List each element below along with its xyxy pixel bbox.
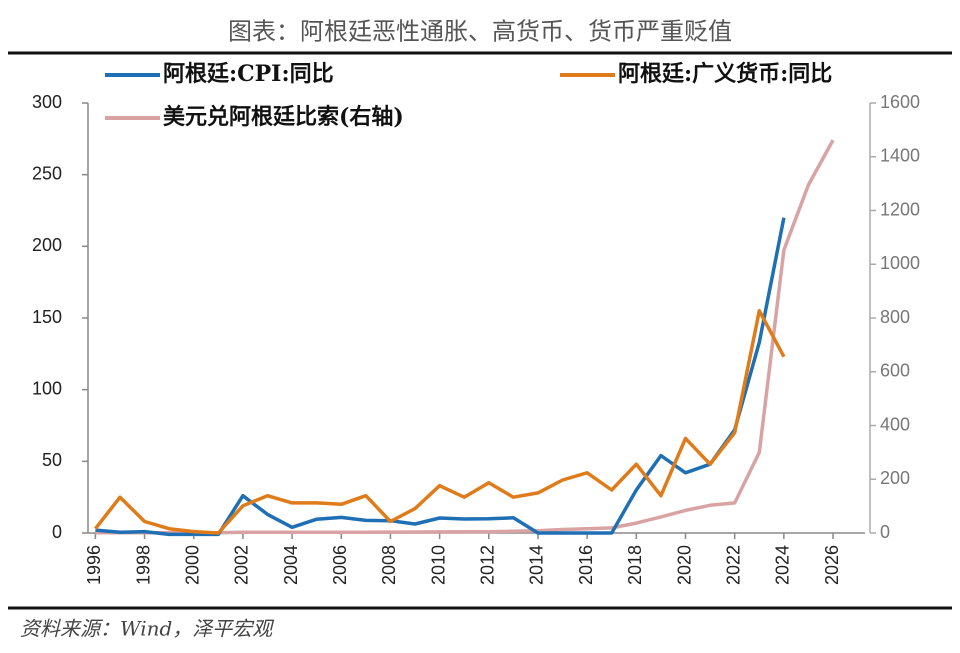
x-tick-label: 2022 [723,545,743,585]
y2-tick-label: 1600 [880,92,920,112]
y2-tick-label: 800 [880,307,910,327]
x-tick-label: 2000 [182,545,202,585]
y2-tick-label: 1200 [880,199,920,219]
y2-tick-label: 1000 [880,253,920,273]
legend-label: 美元兑阿根廷比索(右轴) [163,104,404,130]
y-tick-label: 50 [42,450,62,470]
x-tick-label: 2008 [379,545,399,585]
legend-label: 阿根廷:CPI:同比 [163,61,334,87]
x-tick-label: 2016 [576,545,596,585]
y2-tick-label: 200 [880,468,910,488]
y-tick-label: 200 [32,235,62,255]
source-note: 资料来源：Wind，泽平宏观 [20,617,274,641]
legend-label: 阿根廷:广义货币:同比 [618,61,832,87]
x-tick-label: 2020 [674,545,694,585]
y2-tick-label: 600 [880,361,910,381]
x-tick-label: 2004 [281,545,301,585]
x-tick-label: 2010 [428,545,448,585]
x-tick-label: 2018 [625,545,645,585]
series-line [94,309,786,535]
y-tick-label: 150 [32,307,62,327]
x-tick-label: 2014 [527,545,547,585]
x-tick-label: 1998 [133,545,153,585]
y-tick-label: 250 [32,163,62,183]
x-tick-label: 2006 [330,545,350,585]
x-tick-label: 2002 [232,545,252,585]
x-tick-label: 2024 [773,545,793,585]
x-tick-label: 1996 [84,545,104,585]
series-line [95,217,786,537]
chart-title: 图表：阿根廷恶性通胀、高货币、货币严重贬值 [228,18,732,46]
series-line [95,139,835,535]
y-tick-label: 300 [32,92,62,112]
x-tick-label: 2012 [478,545,498,585]
y2-tick-label: 400 [880,414,910,434]
y-tick-label: 0 [52,522,62,542]
y-tick-label: 100 [32,378,62,398]
y2-tick-label: 1400 [880,146,920,166]
y2-tick-label: 0 [880,522,890,542]
x-tick-label: 2026 [822,545,842,585]
